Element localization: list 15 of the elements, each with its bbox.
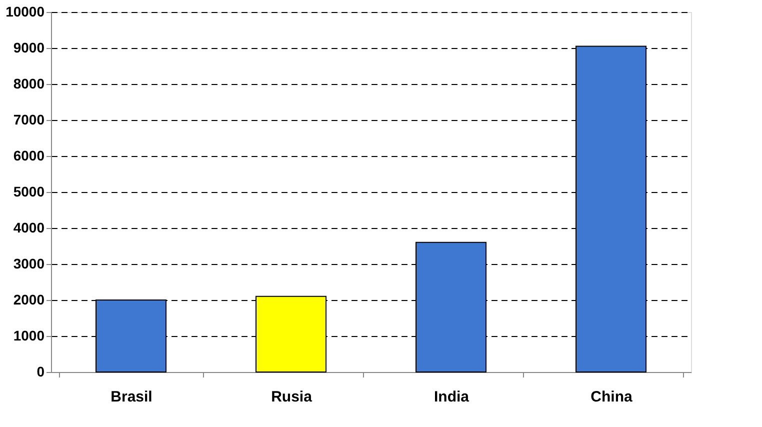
y-tick-label: 10000 <box>6 4 45 20</box>
y-tick-label: 1000 <box>13 328 45 344</box>
y-tick-label: 2000 <box>13 292 45 308</box>
y-tick-label: 8000 <box>13 76 45 92</box>
y-tick-label: 6000 <box>13 148 45 164</box>
x-tick-label: China <box>590 388 633 406</box>
y-tick-label: 3000 <box>13 256 45 272</box>
y-tick-label: 0 <box>36 364 45 380</box>
x-tick-label: Brasil <box>110 388 152 406</box>
x-tick-label: Rusia <box>271 388 313 406</box>
y-tick-label: 4000 <box>13 220 45 236</box>
y-tick-label: 5000 <box>13 184 45 200</box>
x-tick-label: India <box>434 388 470 406</box>
y-tick-label: 7000 <box>13 112 45 128</box>
y-tick-label: 9000 <box>13 40 45 56</box>
